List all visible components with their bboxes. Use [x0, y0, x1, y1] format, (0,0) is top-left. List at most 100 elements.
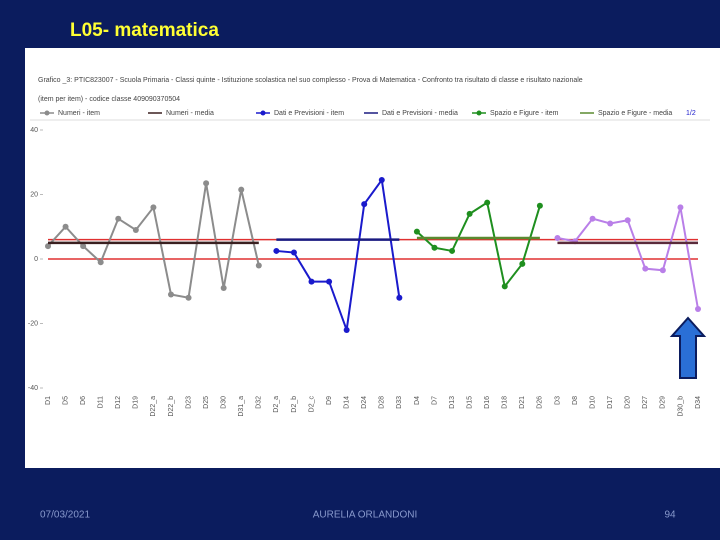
x-tick-label: D2_a — [273, 396, 280, 413]
point — [45, 243, 51, 250]
point — [97, 259, 104, 266]
point — [238, 186, 245, 193]
point — [501, 283, 508, 290]
x-tick-label: D13 — [449, 396, 456, 409]
x-tick-label: D19 — [133, 396, 140, 409]
y-tick-label: -20 — [28, 320, 38, 327]
point — [378, 176, 385, 183]
point — [431, 244, 438, 251]
point — [484, 199, 491, 206]
legend-dot — [476, 110, 482, 116]
legend-label: Spazio e Figure - item — [490, 110, 559, 117]
x-tick-label: D2_b — [291, 396, 298, 413]
point — [466, 210, 473, 217]
point — [255, 262, 262, 269]
x-tick-label: D15 — [466, 396, 473, 409]
x-tick-label: D30_b — [677, 396, 684, 417]
x-tick-label: D22_b — [168, 396, 175, 417]
point — [695, 305, 701, 312]
x-tick-label: D9 — [326, 396, 333, 405]
legend-dot — [260, 110, 266, 116]
chart-title: Grafico _3: PTIC823007 - Scuola Primaria… — [38, 77, 583, 84]
x-tick-label: D17 — [607, 396, 614, 409]
footer-author: AURELIA ORLANDONI — [313, 510, 417, 521]
point — [343, 326, 350, 333]
y-tick-label: 0 — [34, 256, 38, 263]
point — [220, 285, 227, 292]
x-tick-label: D23 — [185, 396, 192, 409]
y-tick-label: 20 — [30, 191, 38, 198]
point — [449, 247, 456, 254]
x-tick-label: D7 — [431, 396, 438, 405]
x-tick-label: D16 — [484, 396, 491, 409]
x-tick-label: D1 — [45, 396, 52, 405]
x-tick-label: D6 — [80, 396, 87, 405]
x-tick-label: D4 — [414, 396, 421, 405]
x-tick-label: D32 — [256, 396, 263, 409]
point — [290, 249, 297, 256]
series-line — [276, 177, 401, 331]
point — [203, 180, 210, 187]
x-tick-label: D5 — [62, 396, 69, 405]
point — [62, 223, 69, 230]
point — [326, 278, 333, 285]
x-tick-label: D27 — [642, 396, 649, 409]
x-tick-label: D8 — [572, 396, 579, 405]
point — [659, 267, 666, 274]
legend-dot — [44, 110, 50, 116]
slide-title: L05- matematica — [70, 20, 219, 41]
legend-label: Numeri - media — [166, 110, 214, 117]
point — [536, 202, 543, 209]
point — [167, 291, 174, 298]
y-tick-label: -40 — [28, 385, 38, 392]
point — [115, 215, 122, 222]
legend-label: Dati e Previsioni - item — [274, 110, 344, 117]
point — [361, 201, 368, 208]
legend-label: Numeri - item — [58, 110, 100, 117]
point — [150, 204, 157, 211]
x-tick-label: D10 — [589, 396, 596, 409]
point — [396, 294, 403, 301]
point — [677, 204, 684, 211]
chart-subtitle: (item per item) - codice classe 40909037… — [38, 96, 180, 103]
arrow-up — [669, 316, 707, 379]
point — [519, 260, 526, 267]
point — [607, 220, 614, 227]
point — [185, 294, 192, 301]
x-tick-label: D25 — [203, 396, 210, 409]
y-tick-label: 40 — [30, 127, 38, 134]
point — [273, 247, 280, 254]
point — [589, 215, 596, 222]
x-tick-label: D33 — [396, 396, 403, 409]
x-tick-label: D22_a — [150, 396, 157, 417]
point — [413, 228, 420, 235]
point — [80, 243, 87, 250]
point — [554, 235, 561, 242]
footer-date: 07/03/2021 — [40, 510, 90, 521]
x-tick-label: D12 — [115, 396, 122, 409]
footer-page: 94 — [664, 510, 676, 521]
x-tick-label: D21 — [519, 396, 526, 409]
x-tick-label: D28 — [379, 396, 386, 409]
x-tick-label: D18 — [502, 396, 509, 409]
x-tick-label: D31_a — [238, 396, 245, 417]
legend-page[interactable]: 1/2 — [686, 110, 696, 117]
x-tick-label: D11 — [98, 396, 105, 408]
x-tick-label: D26 — [537, 396, 544, 409]
point — [308, 278, 315, 285]
x-tick-label: D2_c — [308, 396, 315, 413]
point — [642, 265, 649, 272]
x-tick-label: D30 — [221, 396, 228, 409]
chart-panel — [25, 48, 720, 468]
legend-label: Spazio e Figure - media — [598, 110, 672, 117]
x-tick-label: D24 — [361, 396, 368, 409]
x-tick-label: D34 — [695, 396, 702, 409]
x-tick-label: D29 — [660, 396, 667, 409]
x-tick-label: D20 — [625, 396, 632, 409]
x-tick-label: D3 — [554, 396, 561, 405]
point — [132, 226, 139, 233]
legend-label: Dati e Previsioni - media — [382, 110, 458, 117]
x-tick-label: D14 — [343, 396, 350, 409]
